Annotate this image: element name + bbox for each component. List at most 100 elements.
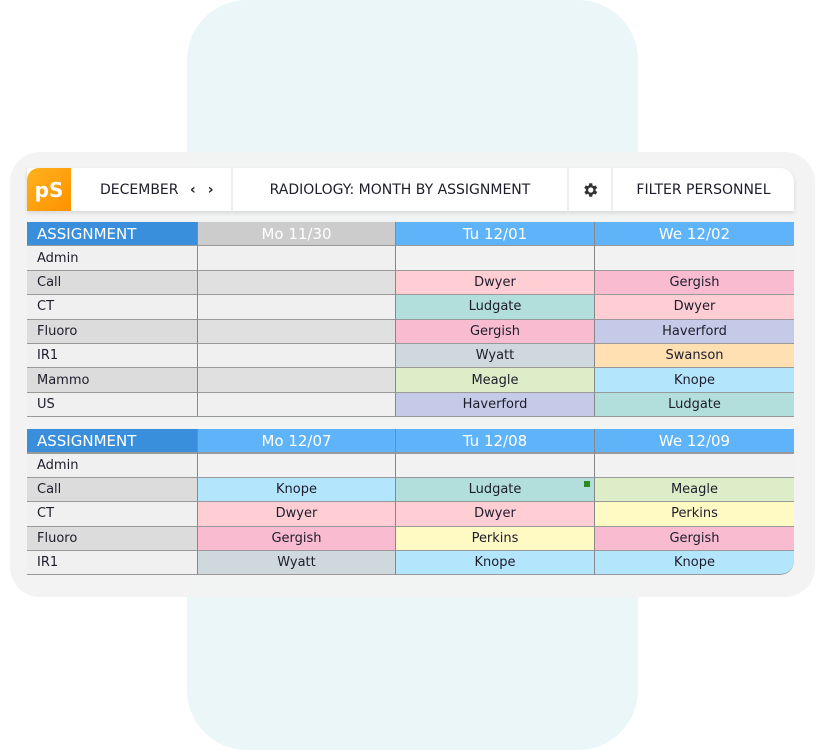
shift-cell[interactable]: Knope xyxy=(396,551,595,576)
date-header[interactable]: Tu 12/08 xyxy=(396,429,595,455)
personnel-name: Wyatt xyxy=(277,555,316,571)
shift-cell[interactable] xyxy=(595,246,794,271)
shift-cell[interactable]: Dwyer xyxy=(595,295,794,320)
shift-cell[interactable]: Meagle xyxy=(595,477,794,503)
personnel-name: Knope xyxy=(276,482,317,498)
shift-cell[interactable] xyxy=(198,368,396,393)
view-title: RADIOLOGY: MONTH BY ASSIGNMENT xyxy=(233,168,569,211)
table-row: Fluoro Gergish Haverford xyxy=(27,319,794,344)
personnel-name: Knope xyxy=(674,372,715,388)
assignment-label: Fluoro xyxy=(27,319,198,344)
date-header[interactable]: Mo 12/07 xyxy=(198,429,396,455)
shift-cell[interactable] xyxy=(595,453,794,478)
shift-cell[interactable]: Wyatt xyxy=(198,551,396,576)
shift-cell[interactable] xyxy=(198,295,396,320)
filter-personnel-button[interactable]: FILTER PERSONNEL xyxy=(636,181,771,198)
personnel-name: Perkins xyxy=(471,530,519,546)
shift-cell[interactable] xyxy=(198,319,396,344)
assignment-label: US xyxy=(27,392,198,418)
shift-cell[interactable]: Wyatt xyxy=(396,343,595,369)
shift-cell[interactable] xyxy=(396,453,595,478)
assignment-name: Admin xyxy=(37,457,79,473)
shift-cell[interactable]: Ludgate xyxy=(396,295,595,320)
shift-cell[interactable]: Gergish xyxy=(396,319,595,344)
settings-button[interactable] xyxy=(569,168,613,211)
table-row: US Haverford Ludgate xyxy=(27,392,794,418)
personnel-name: Gergish xyxy=(669,274,720,290)
shift-cell[interactable] xyxy=(198,453,396,478)
shift-cell[interactable]: Ludgate xyxy=(396,477,595,503)
prev-month-button[interactable]: ‹ xyxy=(190,181,196,198)
table-row: Fluoro Gergish Perkins Gergish xyxy=(27,526,794,552)
table-row: Call Knope Ludgate Meagle xyxy=(27,477,794,503)
shift-cell[interactable]: Gergish xyxy=(595,526,794,552)
logo: pS xyxy=(27,168,71,211)
assignment-name: Fluoro xyxy=(37,323,78,339)
assignment-header: ASSIGNMENT xyxy=(27,429,198,455)
shift-cell[interactable]: Dwyer xyxy=(396,502,595,527)
table-row: Call Dwyer Gergish xyxy=(27,270,794,296)
table-row: CT Dwyer Dwyer Perkins xyxy=(27,502,794,527)
shift-cell[interactable]: Gergish xyxy=(595,270,794,296)
shift-cell[interactable]: Haverford xyxy=(595,319,794,344)
month-label: DECEMBER 2020 xyxy=(100,181,182,198)
gear-icon xyxy=(584,182,598,197)
personnel-name: Ludgate xyxy=(468,482,522,498)
assignment-name: US xyxy=(37,396,55,412)
assignment-name: CT xyxy=(37,506,55,522)
shift-cell[interactable]: Knope xyxy=(595,368,794,393)
next-month-button[interactable]: › xyxy=(207,181,214,198)
personnel-name: Gergish xyxy=(271,530,322,546)
personnel-name: Swanson xyxy=(665,348,724,364)
shift-cell[interactable] xyxy=(198,246,396,271)
assignment-name: IR1 xyxy=(37,348,59,364)
personnel-name: Knope xyxy=(674,555,715,571)
shift-cell[interactable]: Swanson xyxy=(595,343,794,369)
personnel-name: Haverford xyxy=(662,323,727,339)
shift-cell[interactable]: Gergish xyxy=(198,526,396,552)
personnel-name: Gergish xyxy=(669,530,720,546)
assignment-label: CT xyxy=(27,295,198,320)
assignment-label: IR1 xyxy=(27,551,198,576)
table-row: IR1 Wyatt Swanson xyxy=(27,343,794,369)
personnel-name: Wyatt xyxy=(475,348,515,364)
schedule-table: ASSIGNMENT Mo 12/07 Tu 12/08 We 12/09 Admin C… xyxy=(27,429,794,576)
shift-cell[interactable] xyxy=(198,392,396,418)
assignment-label: IR1 xyxy=(27,343,198,369)
shift-cell[interactable] xyxy=(396,246,595,271)
shift-cell[interactable]: Dwyer xyxy=(198,502,396,527)
assignment-label: Admin xyxy=(27,246,198,271)
toolbar: pS DECEMBER 2020 ‹ › RADIOLOGY: MONTH BY… xyxy=(27,168,794,211)
shift-cell[interactable]: Knope xyxy=(595,551,794,576)
shift-cell[interactable]: Perkins xyxy=(595,502,794,527)
personnel-name: Meagle xyxy=(471,372,519,388)
personnel-name: Knope xyxy=(474,555,516,571)
assignment-name: IR1 xyxy=(37,555,59,571)
personnel-name: Dwyer xyxy=(474,274,516,290)
month-nav: DECEMBER 2020 ‹ › xyxy=(71,168,233,211)
note-indicator-icon xyxy=(584,480,590,487)
assignment-label: Mammo xyxy=(27,368,198,393)
assignment-name: Call xyxy=(37,274,62,290)
shift-cell[interactable]: Haverford xyxy=(396,392,595,418)
assignment-header: ASSIGNMENT xyxy=(27,222,198,247)
assignment-label: Call xyxy=(27,477,198,503)
shift-cell[interactable]: Meagle xyxy=(396,368,595,393)
shift-cell[interactable]: Dwyer xyxy=(396,270,595,296)
date-header[interactable]: Mo 11/30 xyxy=(198,222,396,247)
shift-cell[interactable]: Ludgate xyxy=(595,392,794,418)
shift-cell[interactable]: Knope xyxy=(198,477,396,503)
personnel-name: Dwyer xyxy=(673,299,716,315)
assignment-name: Mammo xyxy=(37,372,90,388)
personnel-name: Dwyer xyxy=(275,506,318,522)
personnel-name: Haverford xyxy=(462,396,528,412)
date-header[interactable]: Tu 12/01 xyxy=(396,222,595,247)
table-header: ASSIGNMENT Mo 12/07 Tu 12/08 We 12/09 xyxy=(27,429,794,455)
shift-cell[interactable] xyxy=(198,270,396,296)
date-header[interactable]: We 12/02 xyxy=(595,222,794,247)
shift-cell[interactable] xyxy=(198,343,396,369)
date-header[interactable]: We 12/09 xyxy=(595,429,794,455)
personnel-name: Perkins xyxy=(671,506,718,522)
shift-cell[interactable]: Perkins xyxy=(396,526,595,552)
personnel-name: Dwyer xyxy=(474,506,516,522)
